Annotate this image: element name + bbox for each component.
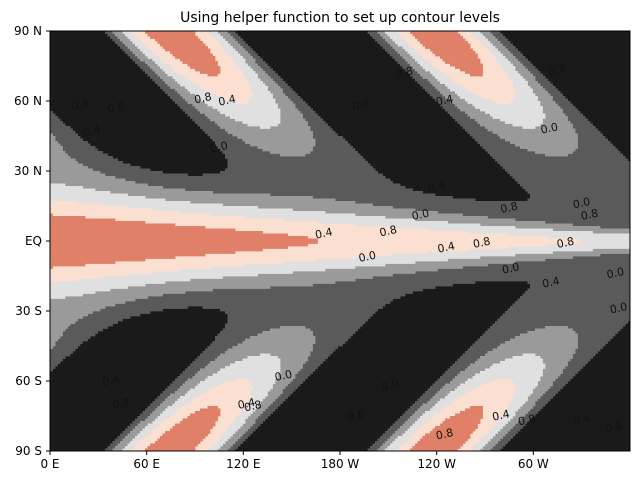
contour-label: 0.0 <box>351 97 371 113</box>
contour-label: 0.8 <box>71 97 91 113</box>
contour-label: 0.0 <box>501 260 521 276</box>
contour-label: 0.4 <box>427 179 447 195</box>
y-tick-label: 60 S <box>15 374 42 388</box>
x-axis: 0 E 60 E 120 E 180 W 120 W 60 W <box>40 451 549 471</box>
y-tick-label: 60 N <box>14 94 42 108</box>
contour-label: 0.4 <box>101 372 121 388</box>
contour-label: 0.4 <box>572 412 592 428</box>
contour-label: 0.0 <box>380 377 400 393</box>
contour-label: 0.4 <box>435 92 455 108</box>
contour-label: 0.8 <box>517 412 537 428</box>
contour-label: 0.4 <box>217 92 237 108</box>
x-tick-label: 60 W <box>518 457 549 471</box>
contour-band <box>50 31 630 451</box>
x-tick-label: 120 W <box>417 457 456 471</box>
contour-label: 0.4 <box>491 407 511 423</box>
contour-label: 0.8 <box>378 223 398 239</box>
contour-labels: 0.80.40.80.00.8 0.4 0.00.80.40.00.80.40.0 0… <box>71 62 629 442</box>
contour-label: 0.8 <box>580 207 600 223</box>
plot-area: 0.80.40.80.00.8 0.4 0.00.80.40.00.80.40.0 0… <box>50 31 630 451</box>
contour-band <box>50 31 581 451</box>
contour-label: 0.4 <box>82 123 102 139</box>
chart-title: Using helper function to set up contour … <box>180 10 500 26</box>
contour-label: 0.4 <box>237 396 257 412</box>
contour-label: 0.8 <box>243 398 263 414</box>
contour-label: 0.8 <box>604 419 624 435</box>
contour-label: 0.0 <box>605 265 625 281</box>
contour-label: 0.0 <box>539 120 559 136</box>
contour-label: 0.8 <box>472 235 492 251</box>
contour-label: 0.8 <box>499 200 519 216</box>
contour-label: 0.0 <box>357 249 377 265</box>
contour-label: 0.8 <box>106 99 126 115</box>
contour-label: 0.4 <box>436 239 456 255</box>
contour-label: 0.4 <box>541 274 561 290</box>
contour-label: 0.0 <box>274 368 294 384</box>
contour-bands <box>50 31 630 451</box>
contour-label: 0.8 <box>547 62 567 78</box>
contour-label: 0.0 <box>572 195 592 211</box>
contour-label: 0.0 <box>209 139 229 155</box>
y-tick-label: 30 N <box>14 164 42 178</box>
x-tick-label: 180 W <box>321 457 360 471</box>
contour-label: 0.8 <box>556 235 576 251</box>
contour-label: 0.8 <box>346 407 366 423</box>
contour-label: 0.0 <box>609 300 629 316</box>
contour-label: 0.8 <box>435 426 455 442</box>
contour-label: 0.8 <box>394 64 414 80</box>
y-tick-label: 30 S <box>15 304 42 318</box>
y-axis: 90 S 60 S 30 S EQ 30 N 60 N 90 N <box>14 24 50 458</box>
x-tick-label: 60 E <box>133 457 160 471</box>
contour-label: 0.0 <box>411 207 431 223</box>
x-tick-label: 0 E <box>40 457 59 471</box>
y-tick-label: 90 S <box>15 444 42 458</box>
contour-label: 0.8 <box>111 396 131 412</box>
x-tick-label: 120 E <box>226 457 260 471</box>
y-tick-label: EQ <box>25 234 42 248</box>
contour-label: 0.8 <box>193 90 213 106</box>
y-tick-label: 90 N <box>14 24 42 38</box>
contour-band <box>50 31 483 451</box>
contour-label: 0.4 <box>314 225 334 241</box>
